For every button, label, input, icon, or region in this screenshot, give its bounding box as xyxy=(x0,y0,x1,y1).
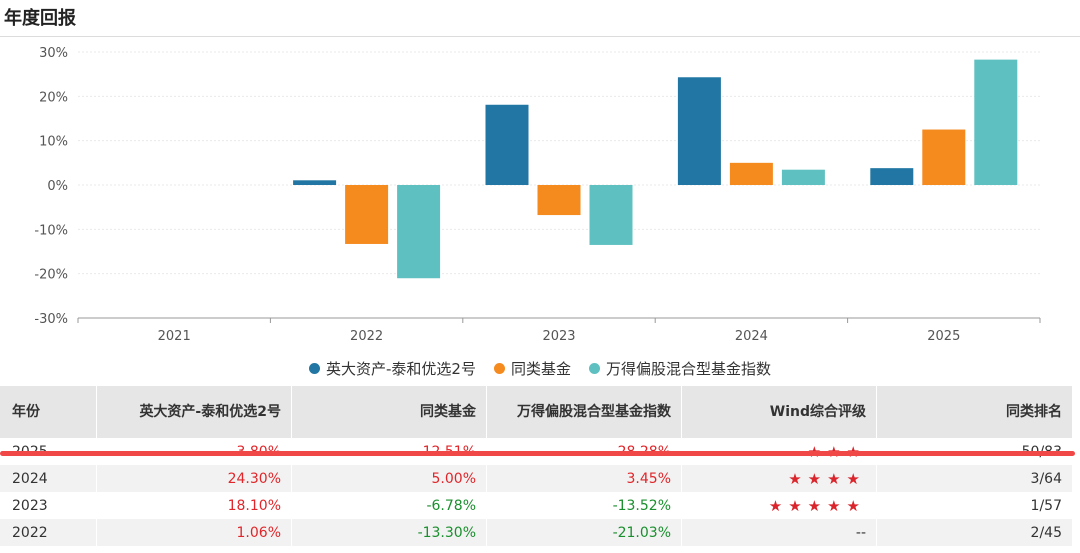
cell-rating-stars: ★★★★★ xyxy=(681,492,877,519)
legend-dot-icon xyxy=(309,363,320,374)
y-tick-label: 30% xyxy=(39,46,68,61)
y-tick-label: 0% xyxy=(47,179,68,194)
legend-dot-icon xyxy=(493,363,505,374)
cell-rating-stars: ★★★★ xyxy=(681,465,877,492)
bar xyxy=(537,185,581,216)
y-tick-label: -20% xyxy=(34,268,68,283)
bar xyxy=(589,185,633,245)
y-tick-label: -30% xyxy=(34,312,68,327)
table-header-row: 年份 英大资产-泰和优选2号 同类基金 万得偏股混合型基金指数 Wind综合评级… xyxy=(0,386,1073,438)
bar xyxy=(485,104,529,185)
cell-fund-return: 1.06% xyxy=(96,519,292,546)
x-tick-label: 2022 xyxy=(350,329,383,344)
bar xyxy=(974,59,1018,185)
annual-return-table: 年份 英大资产-泰和优选2号 同类基金 万得偏股混合型基金指数 Wind综合评级… xyxy=(0,386,1073,546)
x-tick-label: 2025 xyxy=(927,329,960,344)
bar xyxy=(870,168,914,185)
red-highlight-line xyxy=(0,451,1075,456)
bar xyxy=(345,185,389,244)
header-peer: 同类基金 xyxy=(291,386,487,438)
legend-label-peer: 同类基金 xyxy=(510,360,571,378)
cell-year: 2024 xyxy=(0,465,97,492)
bar xyxy=(677,77,721,185)
cell-rank: 2/45 xyxy=(876,519,1073,546)
y-tick-label: 10% xyxy=(39,135,68,150)
x-tick-label: 2023 xyxy=(542,329,575,344)
legend-item-peer[interactable]: 同类基金 xyxy=(493,358,571,379)
bar xyxy=(781,169,825,185)
chart-legend: 英大资产-泰和优选2号 同类基金 万得偏股混合型基金指数 xyxy=(0,358,1080,379)
table-row: 2022 1.06% -13.30% -21.03% -- 2/45 xyxy=(0,519,1073,546)
section-title: 年度回报 xyxy=(4,8,76,29)
x-tick-label: 2024 xyxy=(735,329,768,344)
cell-year: 2023 xyxy=(0,492,97,519)
title-divider xyxy=(0,36,1080,37)
cell-index-return: -13.52% xyxy=(486,492,682,519)
header-index: 万得偏股混合型基金指数 xyxy=(486,386,682,438)
bar xyxy=(922,129,966,185)
bar xyxy=(397,185,441,279)
legend-item-fund[interactable]: 英大资产-泰和优选2号 xyxy=(309,358,476,379)
cell-peer-return: -13.30% xyxy=(291,519,487,546)
cell-rating-none: -- xyxy=(681,519,877,546)
bar xyxy=(729,162,773,185)
cell-year: 2022 xyxy=(0,519,97,546)
cell-fund-return: 18.10% xyxy=(96,492,292,519)
cell-rank: 1/57 xyxy=(876,492,1073,519)
table-row: 2024 24.30% 5.00% 3.45% ★★★★ 3/64 xyxy=(0,465,1073,492)
cell-index-return: -21.03% xyxy=(486,519,682,546)
cell-index-return: 3.45% xyxy=(486,465,682,492)
cell-rank: 3/64 xyxy=(876,465,1073,492)
cell-peer-return: 5.00% xyxy=(291,465,487,492)
y-tick-label: 20% xyxy=(39,90,68,105)
y-tick-label: -10% xyxy=(34,223,68,238)
table-row: 2023 18.10% -6.78% -13.52% ★★★★★ 1/57 xyxy=(0,492,1073,519)
legend-dot-icon xyxy=(588,363,600,374)
x-tick-label: 2021 xyxy=(158,329,191,344)
legend-label-index: 万得偏股混合型基金指数 xyxy=(605,360,771,378)
cell-peer-return: -6.78% xyxy=(291,492,487,519)
header-rank: 同类排名 xyxy=(876,386,1073,438)
annual-return-chart: 30% 20% 10% 0% -10% -20% -30% 2021 2022 2023 2024 2… xyxy=(34,46,1041,344)
legend-label-fund: 英大资产-泰和优选2号 xyxy=(326,360,476,378)
header-year: 年份 xyxy=(0,386,97,438)
legend-item-index[interactable]: 万得偏股混合型基金指数 xyxy=(588,358,771,379)
header-fund: 英大资产-泰和优选2号 xyxy=(96,386,292,438)
header-rating: Wind综合评级 xyxy=(681,386,877,438)
bar xyxy=(293,180,337,185)
cell-fund-return: 24.30% xyxy=(96,465,292,492)
